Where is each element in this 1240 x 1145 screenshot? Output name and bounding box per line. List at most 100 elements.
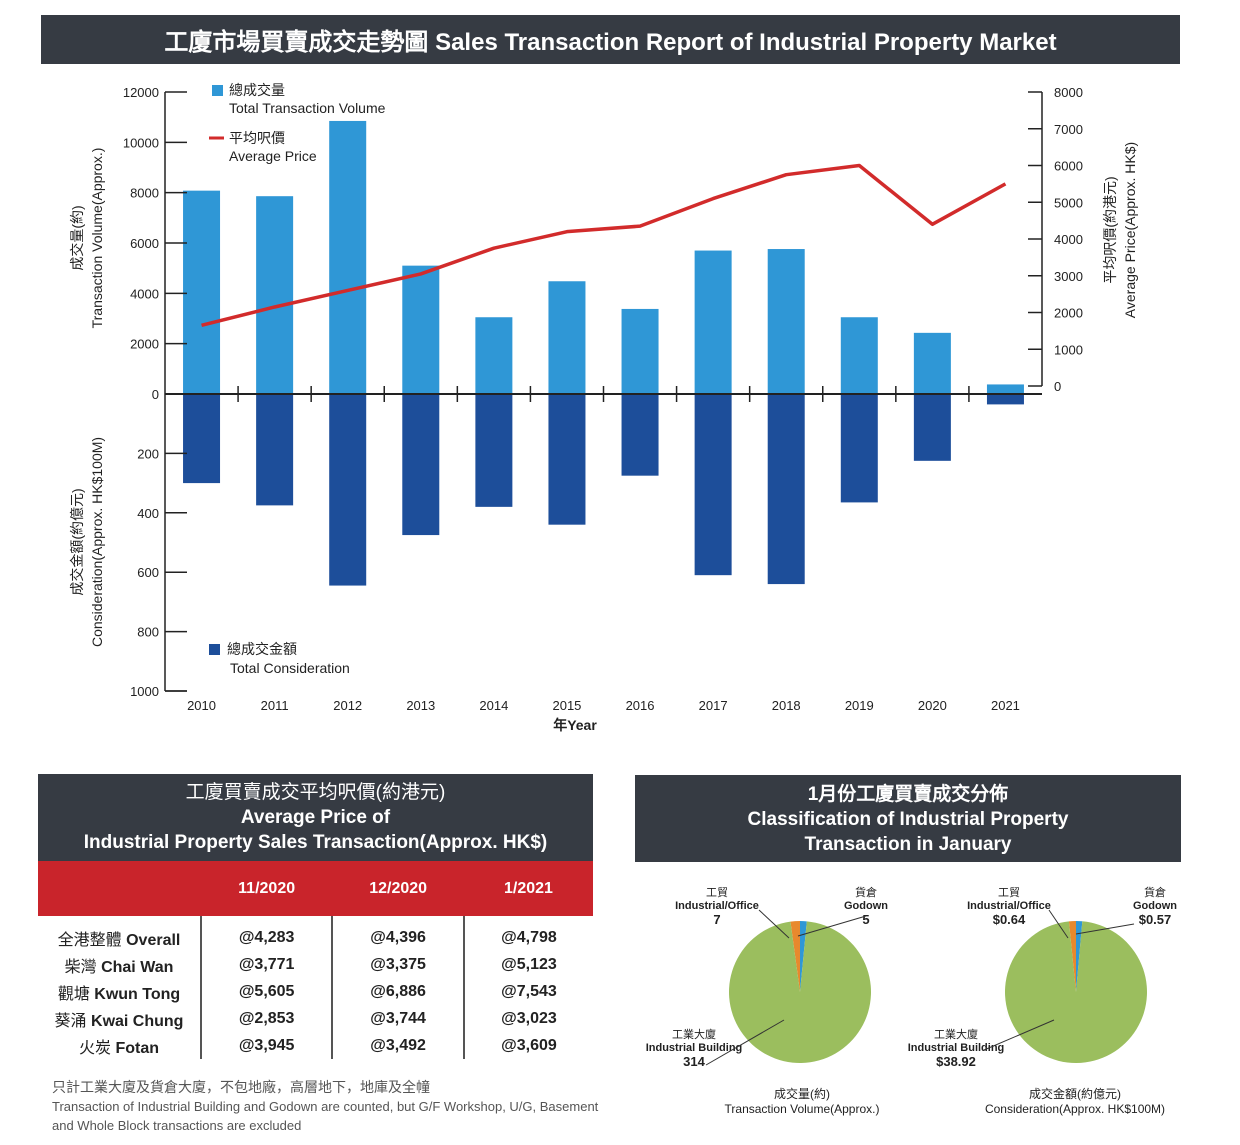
y-tick-label: 1000 (130, 684, 159, 699)
row-label-cn: 火炭 (78, 1039, 111, 1057)
table-header-col: 1/2021 (463, 861, 593, 916)
consideration-bar (767, 394, 805, 585)
y-tick-label: 2000 (130, 337, 159, 352)
classification-pies: 工貿Industrial/Office7貨倉Godown5工業大廈Industr… (646, 885, 1178, 1116)
x-tick-label: 2011 (261, 698, 289, 713)
consideration-bar (548, 394, 586, 525)
classification-title-en2: Transaction in January (804, 834, 1012, 855)
legend-price-cn: 平均呎價 (229, 130, 285, 146)
left-top-axis-title-cn: 成交量(約) (69, 205, 85, 270)
legend-volume-swatch (212, 85, 223, 96)
row-label-cn: 葵涌 (54, 1012, 87, 1030)
pie-label-en: Industrial/Office (675, 900, 759, 912)
y-tick-label: 12000 (123, 85, 159, 100)
y-tick-label: 4000 (130, 286, 159, 301)
x-tick-label: 2018 (772, 698, 801, 713)
row-label-en: Fotan (115, 1039, 159, 1057)
pie-slice (790, 921, 800, 992)
right-tick-label: 4000 (1054, 232, 1083, 247)
pie-label-en: Godown (1133, 900, 1177, 912)
row-label-cn: 柴灣 (64, 958, 97, 976)
right-tick-label: 2000 (1054, 306, 1083, 321)
pie-label-cn: 工貿 (706, 886, 728, 899)
right-tick-label: 8000 (1054, 85, 1083, 100)
pie-slice (1076, 921, 1083, 992)
table-cell: @3,771 (199, 951, 333, 978)
avg-price-header: 工廈買賣成交平均呎價(約港元) Average Price of Industr… (38, 774, 593, 861)
table-row: 觀塘 Kwun Tong @5,605 @6,886 @7,543 (38, 978, 593, 1005)
avg-price-title-en2: Industrial Property Sales Transaction(Ap… (83, 832, 548, 853)
volume-bar (694, 250, 732, 394)
volume-bar (767, 249, 805, 394)
pie-label-cn: 工業大廈 (672, 1027, 716, 1041)
pie-label-value: 5 (862, 912, 869, 927)
page-title: 工廈市場買賣成交走勢圖 Sales Transaction Report of … (41, 15, 1180, 64)
footnote-cn: 只計工業大廈及貨倉大廈，不包地廠，高層地下，地庫及全幢 (52, 1079, 430, 1095)
volume-bar (840, 317, 878, 394)
left-top-axis-title-en: Transaction Volume(Approx.) (89, 148, 105, 329)
volume-bar (548, 281, 586, 394)
y-tick-label: 800 (137, 625, 159, 640)
pie-caption-cn: 成交金額(約億元) (1029, 1086, 1121, 1101)
right-axis-title: 平均呎價(約港元) Average Price(Approx. HK$) (1102, 142, 1138, 318)
x-tick-label: 2015 (552, 698, 581, 713)
pie-label-en: Industrial/Office (967, 900, 1051, 912)
footnote-en: Transaction of Industrial Building and G… (52, 1099, 599, 1133)
table-header-blank (38, 861, 201, 916)
pie-slice (1068, 921, 1076, 992)
pie-slice (729, 921, 871, 1063)
table-cell: @5,605 (199, 978, 333, 1005)
consideration-bar (329, 394, 367, 586)
table-row: 火炭 Fotan @3,945 @3,492 @3,609 (38, 1032, 593, 1059)
right-tick-label: 6000 (1054, 159, 1083, 174)
volume-bar (913, 332, 951, 394)
table-cell: @4,396 (331, 916, 464, 951)
table-cell: @3,945 (199, 1032, 333, 1059)
table-cell: @3,609 (462, 1032, 593, 1059)
volume-bar (256, 196, 294, 394)
avg-price-title-en1: Average Price of (240, 807, 391, 828)
avg-price-table: 11/2020 12/2020 1/2021 全港整體 Overall @4,2… (38, 861, 593, 1059)
y-tick-label: 200 (137, 446, 159, 461)
x-tick-label: 2010 (187, 698, 216, 713)
table-row: 柴灣 Chai Wan @3,771 @3,375 @5,123 (38, 951, 593, 978)
volume-bar (621, 308, 659, 394)
y-tick-label: 10000 (123, 135, 159, 150)
pie-label-cn: 工業大廈 (934, 1027, 978, 1041)
table-header-col: 11/2020 (201, 861, 333, 916)
x-tick-label: 2012 (333, 698, 362, 713)
consideration-bar (694, 394, 732, 576)
table-cell: @7,543 (462, 978, 593, 1005)
pie-leader-line (1075, 923, 1135, 935)
x-tick-label: 2019 (845, 698, 874, 713)
legend-consideration-en: Total Consideration (230, 660, 350, 676)
pie-caption-en: Transaction Volume(Approx.) (725, 1102, 880, 1116)
legend-volume-en: Total Transaction Volume (229, 100, 386, 116)
table-cell: @3,744 (331, 1005, 464, 1032)
x-axis-title: 年Year (553, 717, 597, 733)
x-tick-label: 2016 (626, 698, 655, 713)
row-label-cn: 全港整體 (57, 931, 122, 949)
pie-label-cn: 工貿 (998, 886, 1020, 899)
right-tick-label: 3000 (1054, 269, 1083, 284)
classification-title-cn: 1月份工廈買賣成交分佈 (807, 784, 1009, 805)
consideration-bar (621, 394, 659, 476)
pie-label-value: $38.92 (936, 1054, 976, 1069)
table-header-row: 11/2020 12/2020 1/2021 (38, 861, 593, 916)
pie-leader-line (1048, 909, 1069, 939)
y-tick-label: 8000 (130, 186, 159, 201)
legend-consideration-cn: 總成交金額 (227, 641, 297, 657)
avg-price-title-cn: 工廈買賣成交平均呎價(約港元) (185, 782, 446, 803)
row-label-en: Kwai Chung (91, 1012, 184, 1030)
table-cell: @4,798 (462, 916, 593, 951)
right-tick-label: 0 (1054, 379, 1061, 394)
consideration-bar (256, 394, 294, 506)
footnote: 只計工業大廈及貨倉大廈，不包地廠，高層地下，地庫及全幢 Transaction … (52, 1078, 612, 1135)
legend-consideration-swatch (209, 644, 220, 655)
x-tick-label: 2017 (699, 698, 728, 713)
pie-label-value: 7 (713, 912, 720, 927)
legend-volume-cn: 總成交量 (229, 82, 285, 98)
pie-slice (1005, 921, 1147, 1063)
volume-bar (329, 120, 367, 395)
table-cell: @3,492 (331, 1032, 464, 1059)
